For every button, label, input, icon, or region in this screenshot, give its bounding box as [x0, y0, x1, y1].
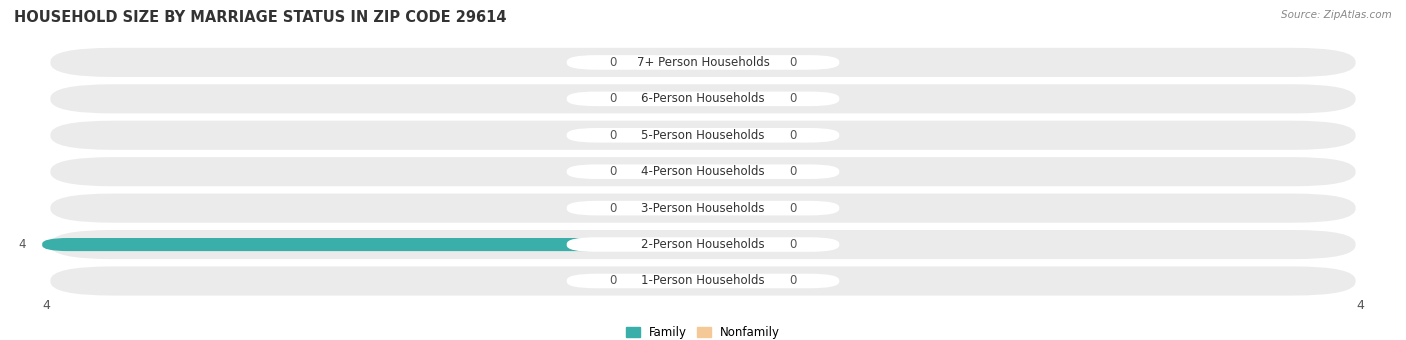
FancyBboxPatch shape [42, 238, 703, 251]
Text: HOUSEHOLD SIZE BY MARRIAGE STATUS IN ZIP CODE 29614: HOUSEHOLD SIZE BY MARRIAGE STATUS IN ZIP… [14, 10, 506, 25]
Text: 6-Person Households: 6-Person Households [641, 92, 765, 105]
Text: 0: 0 [610, 274, 617, 288]
Text: 0: 0 [789, 129, 796, 142]
FancyBboxPatch shape [51, 193, 1355, 223]
Text: 0: 0 [610, 92, 617, 105]
Text: 1-Person Households: 1-Person Households [641, 274, 765, 288]
Text: 3-Person Households: 3-Person Households [641, 202, 765, 215]
FancyBboxPatch shape [567, 165, 839, 179]
FancyBboxPatch shape [51, 48, 1355, 77]
FancyBboxPatch shape [51, 84, 1355, 114]
FancyBboxPatch shape [51, 121, 1355, 150]
FancyBboxPatch shape [567, 201, 839, 216]
Text: 7+ Person Households: 7+ Person Households [637, 56, 769, 69]
FancyBboxPatch shape [567, 128, 839, 142]
FancyBboxPatch shape [703, 56, 772, 69]
Text: 0: 0 [789, 238, 796, 251]
Text: 4-Person Households: 4-Person Households [641, 165, 765, 178]
FancyBboxPatch shape [634, 92, 703, 105]
FancyBboxPatch shape [51, 230, 1355, 259]
FancyBboxPatch shape [567, 237, 839, 252]
Text: 0: 0 [610, 129, 617, 142]
FancyBboxPatch shape [567, 55, 839, 70]
Text: 2-Person Households: 2-Person Households [641, 238, 765, 251]
FancyBboxPatch shape [703, 202, 772, 215]
FancyBboxPatch shape [51, 267, 1355, 295]
Text: 0: 0 [789, 56, 796, 69]
FancyBboxPatch shape [51, 157, 1355, 186]
FancyBboxPatch shape [703, 165, 772, 178]
FancyBboxPatch shape [703, 92, 772, 105]
FancyBboxPatch shape [567, 91, 839, 106]
Text: Source: ZipAtlas.com: Source: ZipAtlas.com [1281, 10, 1392, 20]
FancyBboxPatch shape [634, 129, 703, 142]
Text: 4: 4 [18, 238, 25, 251]
FancyBboxPatch shape [634, 274, 703, 288]
FancyBboxPatch shape [703, 274, 772, 288]
Text: 0: 0 [789, 92, 796, 105]
Text: 4: 4 [42, 299, 51, 312]
Text: 0: 0 [610, 165, 617, 178]
Legend: Family, Nonfamily: Family, Nonfamily [626, 326, 780, 339]
Text: 0: 0 [789, 274, 796, 288]
FancyBboxPatch shape [634, 165, 703, 178]
FancyBboxPatch shape [634, 56, 703, 69]
Text: 0: 0 [610, 202, 617, 215]
Text: 4: 4 [1355, 299, 1364, 312]
FancyBboxPatch shape [634, 202, 703, 215]
Text: 0: 0 [789, 202, 796, 215]
Text: 0: 0 [610, 56, 617, 69]
FancyBboxPatch shape [567, 274, 839, 288]
Text: 5-Person Households: 5-Person Households [641, 129, 765, 142]
FancyBboxPatch shape [703, 238, 772, 251]
FancyBboxPatch shape [703, 129, 772, 142]
Text: 0: 0 [789, 165, 796, 178]
